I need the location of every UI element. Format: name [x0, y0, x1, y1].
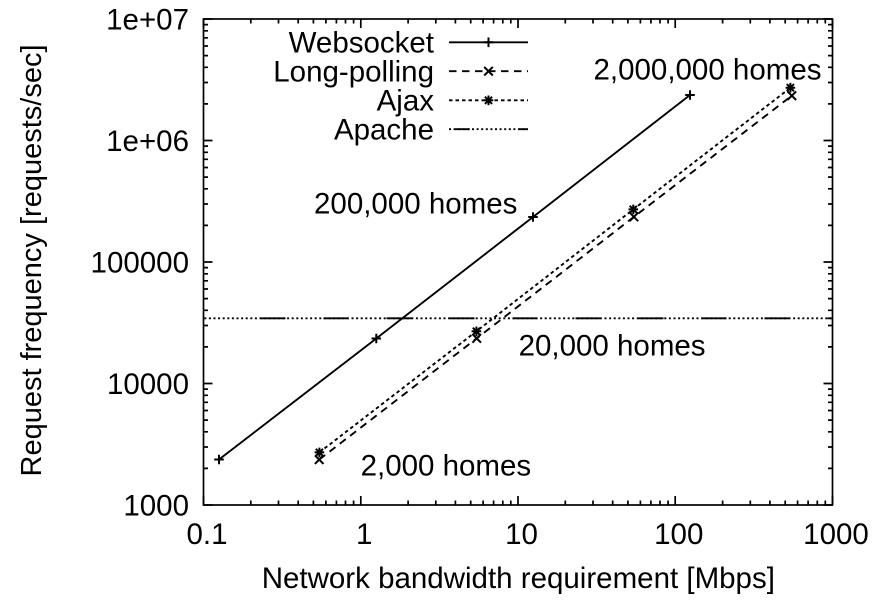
svg-text:1000: 1000	[123, 489, 189, 522]
svg-text:1000: 1000	[803, 518, 869, 551]
svg-text:10: 10	[505, 518, 538, 551]
svg-text:0.1: 0.1	[186, 518, 227, 551]
svg-text:100: 100	[654, 518, 703, 551]
svg-text:1: 1	[356, 518, 372, 551]
svg-text:2,000 homes: 2,000 homes	[361, 450, 532, 483]
svg-text:20,000 homes: 20,000 homes	[519, 330, 706, 363]
svg-text:100000: 100000	[91, 246, 189, 279]
svg-text:Request frequency [requests/se: Request frequency [requests/sec]	[16, 44, 48, 476]
svg-text:1e+07: 1e+07	[106, 3, 189, 36]
svg-text:Apache: Apache	[334, 114, 434, 147]
svg-text:Websocket: Websocket	[289, 27, 434, 60]
svg-text:1e+06: 1e+06	[106, 125, 189, 158]
svg-text:Network bandwidth requirement: Network bandwidth requirement [Mbps]	[262, 562, 775, 595]
svg-text:10000: 10000	[107, 368, 189, 401]
svg-text:Ajax: Ajax	[377, 85, 435, 118]
svg-text:Long-polling: Long-polling	[273, 56, 434, 89]
svg-text:200,000 homes: 200,000 homes	[314, 188, 517, 221]
svg-text:2,000,000 homes: 2,000,000 homes	[594, 53, 822, 86]
